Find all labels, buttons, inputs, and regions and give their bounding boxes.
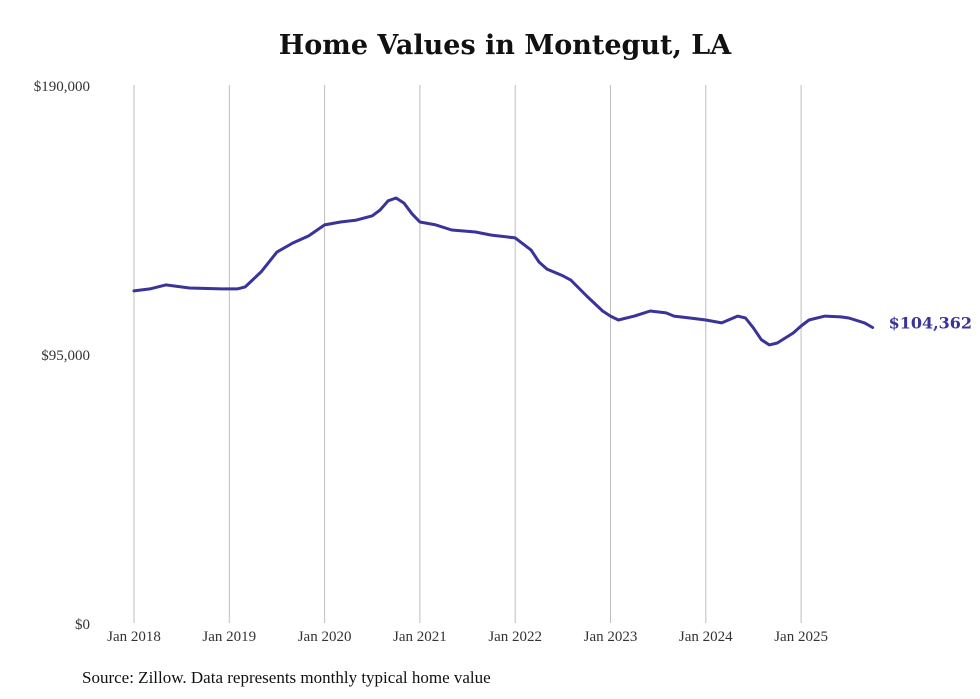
x-tick-label: Jan 2020: [298, 629, 352, 645]
x-tick-label: Jan 2022: [488, 629, 542, 645]
source-note: Source: Zillow. Data represents monthly …: [82, 668, 491, 687]
x-tick-label: Jan 2021: [393, 629, 447, 645]
x-tick-label: Jan 2023: [584, 629, 638, 645]
x-tick-label: Jan 2018: [107, 629, 161, 645]
series-line-home-value: [132, 196, 875, 347]
x-tick-label: Jan 2025: [774, 629, 828, 645]
last-value-label: $104,362: [889, 313, 973, 332]
y-tick-label: $0: [75, 617, 90, 633]
x-tick-label: Jan 2019: [202, 629, 256, 645]
y-tick-label: $95,000: [41, 348, 90, 364]
x-tick-label: Jan 2024: [679, 629, 733, 645]
y-tick-label: $190,000: [34, 79, 90, 95]
chart-title: Home Values in Montegut, LA: [278, 30, 732, 61]
